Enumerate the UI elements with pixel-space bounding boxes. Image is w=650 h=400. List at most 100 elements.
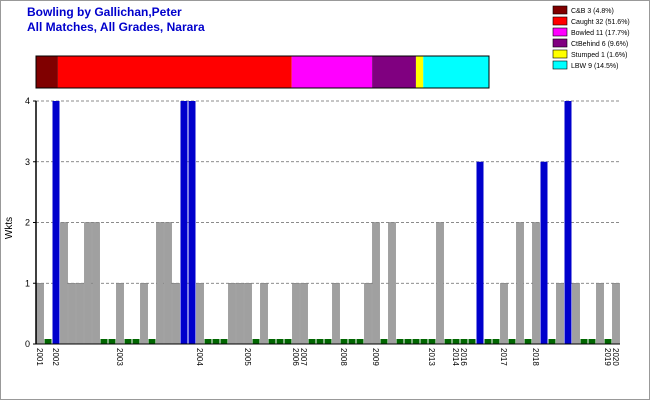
bar [540,161,548,344]
bar [596,283,604,345]
bar [404,339,412,344]
bar [292,283,300,345]
bar [612,283,620,345]
bar [84,222,92,345]
y-tick-label: 2 [25,218,30,228]
bar [44,339,52,344]
x-tick-label: 2017 [499,348,508,366]
bar [380,339,388,344]
bar [188,101,196,344]
bar [428,339,436,344]
bar [196,283,204,345]
share-outline [35,55,490,89]
bar [436,222,444,345]
bar [172,283,180,345]
y-tick-label: 0 [25,339,30,349]
y-tick-label: 3 [25,157,30,167]
share-segment [291,56,373,88]
legend-label: CtBehind 6 (9.6%) [571,41,628,48]
bar [140,283,148,345]
bar [148,339,156,344]
bar [276,339,284,344]
bar [316,339,324,344]
legend-swatch [552,60,568,70]
bar [52,101,60,344]
bar [108,339,116,344]
legend-label: Caught 32 (51.6%) [571,19,630,26]
bar [516,222,524,345]
legend-label: Stumped 1 (1.6%) [571,52,627,59]
bar [588,339,596,344]
bar [412,339,420,344]
bar [372,222,380,345]
x-tick-label: 2008 [339,348,348,366]
bar [484,339,492,344]
bar [156,222,164,345]
bar [260,283,268,345]
bar [68,283,76,345]
bar [452,339,460,344]
legend-swatch [552,27,568,37]
legend-swatch [552,16,568,26]
share-segment [423,56,489,88]
bar [204,339,212,344]
bar [468,339,476,344]
bar [532,222,540,345]
legend-label: LBW 9 (14.5%) [571,63,618,70]
bar [132,339,140,344]
x-tick-label: 2014 [451,348,460,366]
bar [572,283,580,345]
legend-swatch [552,38,568,48]
bar [356,339,364,344]
bar [92,222,100,345]
legend-label: C&B 3 (4.8%) [571,8,614,15]
share-segment [372,56,416,88]
legend-swatch [552,5,568,15]
x-tick-label: 2005 [243,348,252,366]
bar [604,339,612,344]
bar [476,161,484,344]
bar [580,339,588,344]
bar [252,339,260,344]
bar [300,283,308,345]
bar [76,283,84,345]
bar [164,222,172,345]
bar [180,101,188,344]
x-tick-label: 2001 [35,348,44,366]
x-tick-label: 2019 [603,348,612,366]
legend-swatch [552,49,568,59]
bar [420,339,428,344]
bar [508,339,516,344]
x-tick-label: 2006 [291,348,300,366]
bar [548,339,556,344]
y-tick-label: 1 [25,278,30,288]
bar [212,339,220,344]
bar [228,283,236,345]
x-tick-label: 2020 [611,348,620,366]
share-segment [36,56,58,88]
bar [124,339,132,344]
bar [396,339,404,344]
x-tick-label: 2003 [115,348,124,366]
chart-title: Bowling by Gallichan,Peter [27,5,182,19]
bar [524,339,532,344]
x-tick-label: 2018 [531,348,540,366]
bar [60,222,68,345]
bar [244,283,252,345]
bar [564,101,572,344]
bar [236,283,244,345]
bar [340,339,348,344]
bar [220,339,228,344]
bar [500,283,508,345]
x-tick-label: 2007 [299,348,308,366]
share-segment [415,56,424,88]
bar [332,283,340,345]
x-tick-label: 2004 [195,348,204,366]
x-tick-label: 2016 [459,348,468,366]
share-segment [57,56,292,88]
y-tick-label: 4 [25,96,30,106]
x-tick-label: 2002 [51,348,60,366]
bar [284,339,292,344]
chart-subtitle: All Matches, All Grades, Narara [27,20,205,34]
